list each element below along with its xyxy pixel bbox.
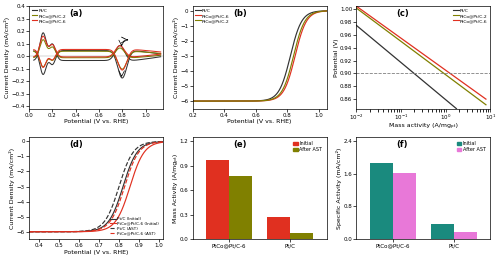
Legend: Initial, After AST: Initial, After AST <box>454 139 488 154</box>
Y-axis label: Specific Activity (mA/cm²): Specific Activity (mA/cm²) <box>336 147 342 229</box>
Bar <box>229 176 252 239</box>
Legend: Pt/C (Initial), PtCo@Pt/C-6 (Initial), Pt/C (AST), PtCo@Pt/C-6 (AST): Pt/C (Initial), PtCo@Pt/C-6 (Initial), P… <box>108 215 161 237</box>
Text: (a): (a) <box>70 9 82 18</box>
Bar <box>267 217 290 239</box>
X-axis label: Potential (V vs. RHE): Potential (V vs. RHE) <box>64 119 128 124</box>
Text: (e): (e) <box>233 140 246 149</box>
Bar <box>370 163 393 239</box>
Y-axis label: Current Density (mA/cm²): Current Density (mA/cm²) <box>4 17 10 98</box>
X-axis label: Mass activity (A/mgₚₜ): Mass activity (A/mgₚₜ) <box>389 124 458 128</box>
Y-axis label: Current Density (mA/cm²): Current Density (mA/cm²) <box>173 17 179 98</box>
Legend: Pt/C, PtCo@Pt/C-6, PtCo@Pt/C-2: Pt/C, PtCo@Pt/C-6, PtCo@Pt/C-2 <box>195 8 230 23</box>
X-axis label: Potential (V vs. RHE): Potential (V vs. RHE) <box>228 119 292 124</box>
Text: (d): (d) <box>70 140 83 149</box>
Y-axis label: Potential (V): Potential (V) <box>334 38 338 77</box>
Y-axis label: Mass Activity (A/mgₚₜ): Mass Activity (A/mgₚₜ) <box>174 153 178 223</box>
Bar <box>454 232 477 239</box>
Text: (b): (b) <box>233 9 246 18</box>
Legend: Pt/C, PtCo@Pt/C-2, PtCo@Pt/C-6: Pt/C, PtCo@Pt/C-2, PtCo@Pt/C-6 <box>32 8 66 23</box>
Text: (f): (f) <box>396 140 408 149</box>
Legend: Pt/C, PtCo@Pt/C-2, PtCo@Pt/C-6: Pt/C, PtCo@Pt/C-2, PtCo@Pt/C-6 <box>453 8 488 23</box>
Bar <box>206 160 229 239</box>
Text: (c): (c) <box>396 9 409 18</box>
X-axis label: Potential (V vs. RHE): Potential (V vs. RHE) <box>64 250 128 255</box>
Bar <box>290 233 313 239</box>
Bar <box>393 173 416 239</box>
Y-axis label: Current Density (mA/cm²): Current Density (mA/cm²) <box>10 147 16 229</box>
Bar <box>430 224 454 239</box>
Legend: Initial, After AST: Initial, After AST <box>291 139 324 154</box>
